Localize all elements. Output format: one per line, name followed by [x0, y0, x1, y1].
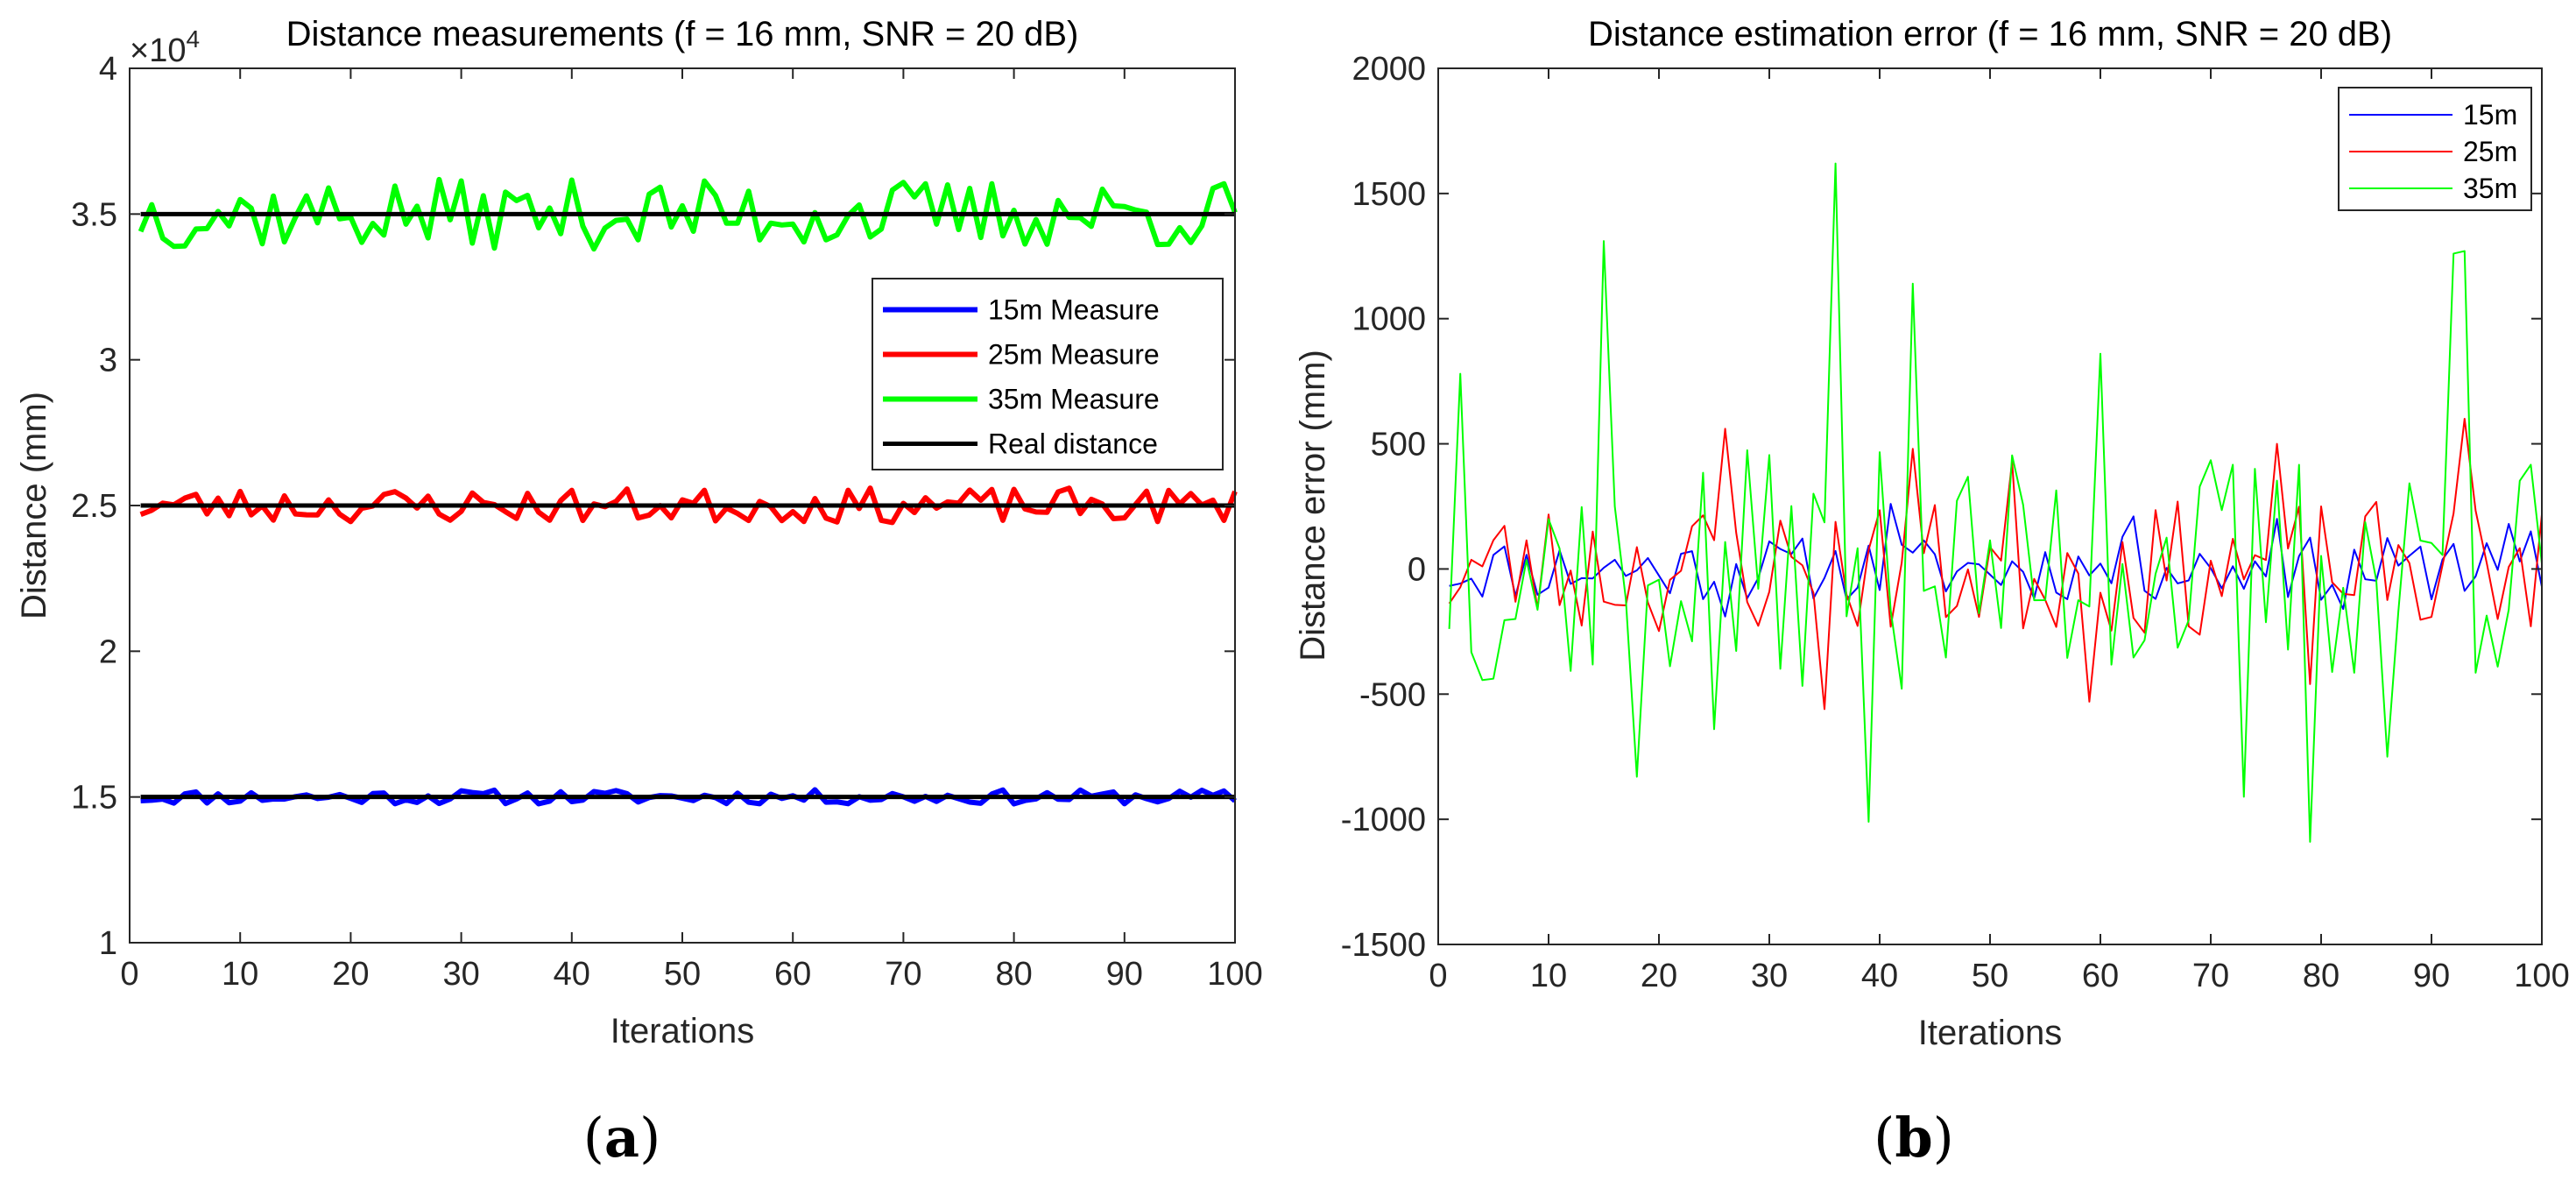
chart-b-x-label: Iterations — [1918, 1014, 2063, 1052]
chart-a-series-group — [138, 176, 1238, 807]
chart-a-legend: 15m Measure 25m Measure 35m Measure Real di… — [872, 278, 1224, 470]
chart-b-x-ticks: 0 10 20 30 40 50 60 70 80 90 100 — [1429, 68, 2570, 994]
chart-b-legend: 15m 25m 35m — [2338, 87, 2532, 211]
chart-a-x-label: Iterations — [610, 1012, 755, 1050]
caption-a-letter: a — [604, 1106, 639, 1170]
legend-label: 15m Measure — [988, 294, 1160, 326]
chart-b-series-group — [1448, 162, 2543, 843]
chart-b-y-label: Distance error (mm) — [1294, 350, 1332, 661]
legend-box — [2338, 87, 2532, 211]
x-tick-label: 10 — [1530, 958, 1567, 994]
y-tick-label: 0 — [1408, 551, 1426, 588]
x-tick-label: 40 — [1861, 958, 1898, 994]
legend-label: Real distance — [988, 428, 1158, 460]
legend-label: 25m — [2463, 136, 2517, 167]
x-tick-label: 30 — [1751, 958, 1788, 994]
caption-b-close: ) — [1933, 1106, 1954, 1170]
caption-a-close: ) — [639, 1106, 660, 1170]
y-tick-label: 3 — [99, 343, 117, 379]
x-tick-label: 0 — [120, 956, 138, 993]
caption-b-letter: b — [1895, 1106, 1932, 1170]
x-tick-label: 60 — [774, 956, 811, 993]
x-tick-label: 50 — [1972, 958, 2008, 994]
legend-label: 35m — [2463, 173, 2517, 204]
y-tick-label: 4 — [99, 51, 117, 88]
y-tick-label: 500 — [1371, 427, 1426, 463]
chart-a: 0 10 20 30 40 50 60 70 80 90 100 1 1.5 2 2.5 3 3.5 4 Dis… — [15, 15, 1263, 1050]
x-tick-label: 100 — [2514, 958, 2569, 994]
y-tick-label: 3.5 — [71, 196, 117, 233]
caption-a: (a) — [583, 1106, 661, 1170]
x-tick-label: 30 — [442, 956, 479, 993]
chart-b: 0 10 20 30 40 50 60 70 80 90 100 -1500 -1000 -500 0 50… — [1294, 15, 2570, 1052]
x-tick-label: 80 — [2303, 958, 2340, 994]
x-tick-label: 0 — [1429, 958, 1447, 994]
y-tick-label: -500 — [1359, 676, 1426, 713]
chart-a-title: Distance measurements (f = 16 mm, SNR = … — [286, 15, 1079, 53]
legend-label: 35m Measure — [988, 384, 1160, 415]
x-tick-label: 90 — [1106, 956, 1143, 993]
x-tick-label: 100 — [1207, 956, 1262, 993]
chart-b-y-ticks: -1500 -1000 -500 0 500 1000 1500 2000 — [1341, 51, 2542, 964]
y-tick-label: 1 — [99, 925, 117, 962]
chart-a-exponent-label: ×104 — [130, 25, 200, 69]
series-line — [1448, 418, 2543, 711]
x-tick-label: 80 — [995, 956, 1032, 993]
y-tick-label: -1500 — [1341, 927, 1426, 964]
x-tick-label: 90 — [2413, 958, 2450, 994]
x-tick-label: 40 — [554, 956, 590, 993]
y-tick-label: -1000 — [1341, 802, 1426, 838]
chart-b-title: Distance estimation error (f = 16 mm, SN… — [1588, 15, 2392, 53]
series-line — [138, 176, 1238, 252]
x-tick-label: 20 — [332, 956, 369, 993]
y-tick-label: 2 — [99, 633, 117, 670]
chart-a-y-label: Distance (mm) — [15, 392, 53, 619]
y-tick-label: 1000 — [1352, 301, 1426, 338]
x-tick-label: 20 — [1641, 958, 1677, 994]
y-tick-label: 1.5 — [71, 780, 117, 817]
x-tick-label: 50 — [664, 956, 701, 993]
caption-b-open: ( — [1874, 1106, 1895, 1170]
chart-a-exponent-base: ×10 — [130, 32, 186, 69]
chart-a-y-ticks: 1 1.5 2 2.5 3 3.5 4 — [71, 51, 1235, 962]
series-line — [1448, 162, 2543, 843]
chart-a-exponent-power: 4 — [186, 25, 200, 53]
x-tick-label: 10 — [222, 956, 258, 993]
y-tick-label: 2.5 — [71, 488, 117, 525]
x-tick-label: 70 — [885, 956, 921, 993]
x-tick-label: 60 — [2082, 958, 2119, 994]
chart-b-plot-area — [1438, 68, 2542, 944]
legend-label: 15m — [2463, 99, 2517, 131]
chart-a-x-ticks: 0 10 20 30 40 50 60 70 80 90 100 — [120, 68, 1263, 993]
x-tick-label: 70 — [2192, 958, 2229, 994]
legend-label: 25m Measure — [988, 339, 1160, 371]
caption-a-open: ( — [583, 1106, 604, 1170]
caption-b: (b) — [1874, 1106, 1954, 1170]
y-tick-label: 1500 — [1352, 176, 1426, 213]
y-tick-label: 2000 — [1352, 51, 1426, 88]
